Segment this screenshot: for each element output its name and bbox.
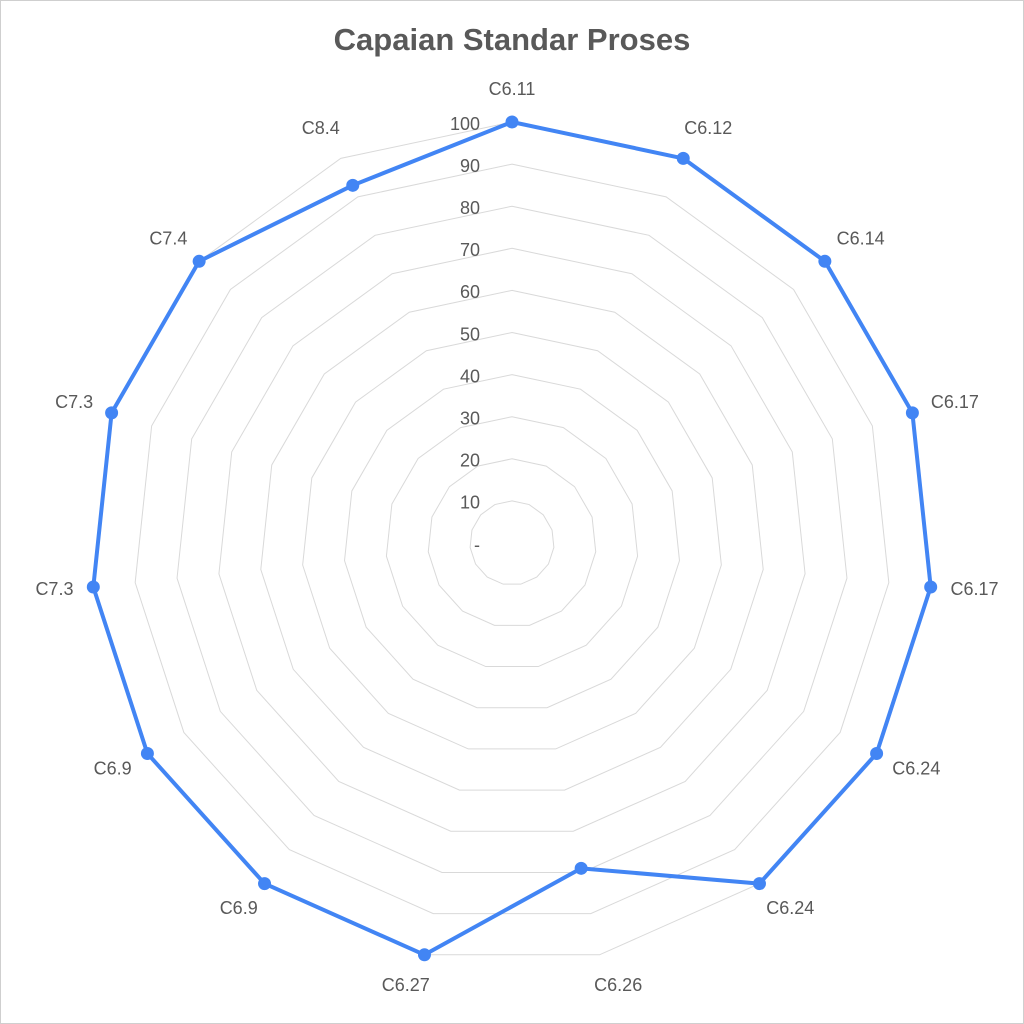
r-tick-label: 30 (460, 408, 480, 428)
category-label: C6.11 (489, 79, 536, 99)
data-point (818, 254, 832, 268)
data-point (870, 747, 884, 760)
grid-line (469, 500, 555, 585)
category-label: C7.3 (55, 392, 93, 412)
category-label: C6.17 (951, 579, 999, 599)
category-label: C8.4 (302, 118, 340, 138)
chart-title: Capaian Standar Proses (334, 22, 691, 57)
grid-line (218, 247, 806, 832)
grid-line (176, 205, 848, 873)
data-point (86, 580, 100, 594)
grid-line (385, 416, 639, 668)
data-point (417, 948, 431, 962)
data-point (105, 406, 119, 420)
data-point (752, 877, 766, 891)
category-label: C6.17 (931, 392, 979, 412)
r-tick-label: 20 (460, 451, 480, 471)
data-point (676, 151, 690, 165)
grid-line (260, 289, 764, 791)
grid-line (134, 163, 890, 915)
grid-line (302, 331, 722, 750)
category-label: C6.26 (594, 975, 642, 995)
data-point (140, 747, 154, 760)
data-point (346, 178, 360, 192)
r-tick-label: - (474, 535, 480, 555)
data-point (192, 254, 206, 268)
r-tick-label: 40 (460, 366, 480, 386)
data-point (574, 861, 588, 875)
data-point (258, 877, 272, 891)
data-point (924, 580, 938, 594)
grid-line (344, 374, 680, 709)
r-tick-label: 90 (460, 156, 480, 176)
r-tick-label: 100 (450, 114, 480, 134)
category-label: C6.9 (94, 758, 132, 778)
grid-line (427, 458, 597, 626)
data-point (905, 406, 919, 420)
category-label: C6.14 (837, 229, 885, 249)
r-tick-label: 60 (460, 282, 480, 302)
r-tick-label: 50 (460, 324, 480, 344)
r-tick-label: 10 (460, 493, 480, 513)
category-label: C6.12 (684, 118, 732, 138)
category-label: C7.3 (35, 579, 73, 599)
series-line (91, 120, 933, 957)
category-label: C6.27 (382, 975, 430, 995)
data-point (505, 115, 519, 129)
category-label: C6.9 (220, 898, 258, 918)
category-label: C6.24 (766, 898, 814, 918)
category-label: C6.24 (892, 758, 940, 778)
r-tick-label: 80 (460, 198, 480, 218)
r-tick-label: 70 (460, 240, 480, 260)
category-label: C7.4 (149, 229, 187, 249)
